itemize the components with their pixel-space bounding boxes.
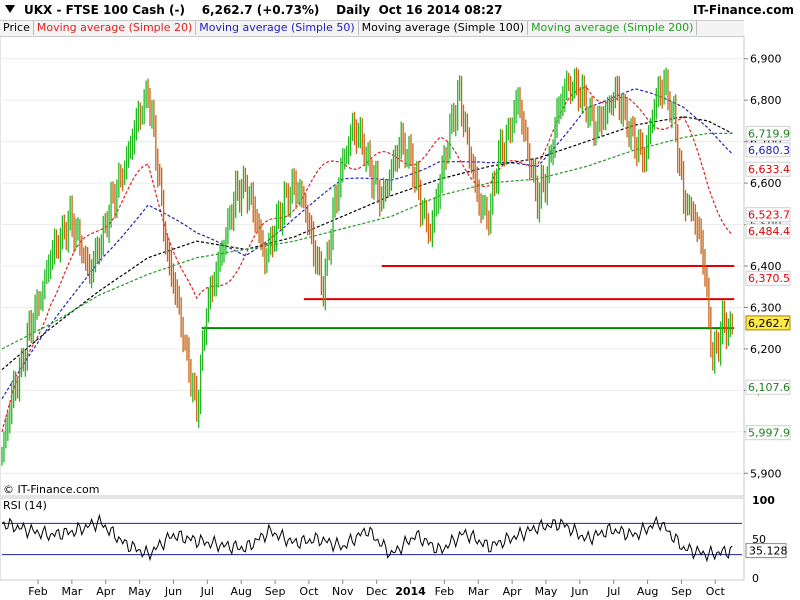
value-label-box [745, 379, 791, 395]
x-tick-label: Dec [366, 585, 387, 598]
y-tick-label: 6,400 [750, 260, 782, 273]
moving-average-line [1, 88, 733, 400]
value-label: 6,107.6 [748, 381, 790, 394]
y-tick-label: 6,800 [750, 94, 782, 107]
value-label: 6,523.7 [748, 209, 790, 222]
legend-price[interactable]: Price [0, 21, 34, 35]
brand-name: IT-Finance.com [692, 3, 794, 17]
value-label-box [745, 142, 791, 158]
x-tick-label: Jun [570, 585, 588, 598]
dropdown-triangle-icon[interactable] [5, 5, 15, 13]
y-tick-label: 6,300 [750, 301, 782, 314]
y-tick-label: 6,900 [750, 53, 782, 66]
x-tick-label: 2014 [395, 585, 426, 598]
y-tick-label: 6,600 [750, 177, 782, 190]
value-label: 6,484.4 [748, 225, 790, 238]
x-tick-label: Mar [468, 585, 489, 598]
legend-ma100[interactable]: Moving average (Simple 100) [359, 21, 529, 35]
x-tick-label: Apr [96, 585, 116, 598]
right-axis-labels: 6,719.9 6,680.3 6,633.4 6,523.7 6,484.4 6,370… [745, 125, 791, 441]
x-tick-label: Aug [637, 585, 658, 598]
moving-average-line [1, 132, 733, 350]
rsi-bands [2, 522, 742, 556]
legend-ma200[interactable]: Moving average (Simple 200) [528, 21, 698, 35]
value-label: 5,997.9 [748, 427, 790, 440]
x-tick-label: Aug [230, 585, 251, 598]
x-tick-label: Apr [503, 585, 523, 598]
x-tick-label: Jul [200, 585, 214, 598]
value-label: 6,719.9 [748, 127, 790, 140]
rsi-line [1, 513, 733, 563]
x-tick-label: Jun [164, 585, 182, 598]
last-price: 6,262.7 [201, 3, 253, 17]
legend-ma20[interactable]: Moving average (Simple 20) [34, 21, 197, 35]
value-label-box [745, 207, 791, 223]
datetime: Oct 16 2014 08:27 [378, 3, 503, 17]
y-tick-label: 6,200 [750, 343, 782, 356]
x-tick-label: Sep [265, 585, 286, 598]
current-price-box [745, 315, 791, 331]
period: Daily [336, 3, 371, 17]
x-tick-label: Jul [606, 585, 620, 598]
price-y-axis: 5,9006,0006,1006,2006,3006,4006,5006,600… [744, 53, 782, 480]
x-tick-label: Nov [332, 585, 354, 598]
ticker-name: UKX - FTSE 100 Cash (-) [24, 3, 185, 17]
x-tick-label: Oct [299, 585, 319, 598]
value-label-box [745, 270, 791, 286]
value-label-box [745, 161, 791, 177]
value-label: 6,633.4 [748, 163, 790, 176]
x-tick-label: Sep [671, 585, 692, 598]
x-tick-label: Feb [28, 585, 47, 598]
header-info: UKX - FTSE 100 Cash (-) 6,262.7 (+0.73%)… [24, 3, 503, 17]
indicator-legend: Price Moving average (Simple 20) Moving av… [0, 20, 744, 37]
price-change: (+0.73%) [256, 3, 320, 17]
rsi-tick-label: 50 [752, 533, 766, 546]
moving-average-line [1, 86, 733, 432]
legend-ma50[interactable]: Moving average (Simple 50) [196, 21, 359, 35]
value-label-box [745, 125, 791, 141]
value-label: 6,262.7 [748, 317, 790, 330]
value-label-box [745, 223, 791, 239]
x-tick-label: Mar [61, 585, 82, 598]
rsi-tick-label: 0 [752, 572, 759, 585]
value-label: 6,680.3 [748, 144, 790, 157]
rsi-y-axis: 0 50 100 35.128 [745, 494, 788, 585]
value-label-box [745, 425, 791, 441]
watermark: © IT-Finance.com [3, 483, 100, 496]
x-tick-label: Feb [435, 585, 454, 598]
date-x-axis: Feb Mar Apr May Jun Jul Aug Sep Oct Nov Dec 2014 Feb… [28, 580, 725, 598]
moving-average-lines [1, 86, 733, 432]
rsi-plot-frame [0, 497, 745, 581]
price-bars [1, 67, 733, 466]
value-label: 6,370.5 [748, 272, 790, 285]
chart-header: UKX - FTSE 100 Cash (-) 6,262.7 (+0.73%)… [0, 0, 800, 20]
x-tick-label: Oct [706, 585, 726, 598]
x-tick-label: May [128, 585, 151, 598]
support-resistance-lines [201, 265, 735, 330]
x-tick-label: May [535, 585, 558, 598]
rsi-title: RSI (14) [3, 499, 47, 512]
rsi-current-value: 35.128 [749, 545, 788, 558]
y-tick-label: 5,900 [750, 467, 782, 480]
rsi-tick-label: 100 [752, 494, 775, 507]
rsi-current-box [745, 543, 787, 559]
